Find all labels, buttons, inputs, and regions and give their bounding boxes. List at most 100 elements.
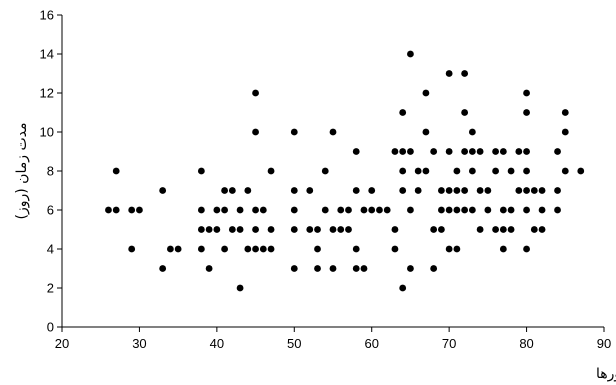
data-point [345,206,352,214]
data-point [205,226,213,233]
data-point [167,245,174,253]
data-point [407,206,414,214]
data-point [422,167,430,175]
data-point [337,226,345,233]
data-point [368,187,376,194]
data-point [492,226,499,233]
data-point [530,226,538,233]
data-point [453,187,461,194]
data-point [430,265,438,272]
data-point [383,206,391,214]
data-point [197,245,205,253]
y-tick-label: 2 [47,281,54,296]
data-point [360,265,368,272]
data-point [453,245,461,253]
data-point [523,167,530,175]
data-point [499,206,507,214]
data-point [290,187,298,194]
data-point [407,148,414,155]
data-point [221,206,229,214]
data-point [391,226,399,233]
data-point [577,167,585,175]
data-point [376,206,383,214]
data-point [538,187,546,194]
data-point [391,148,399,155]
x-tick-label: 30 [132,336,146,351]
y-tick-label: 16 [40,8,54,23]
data-point [221,187,229,194]
data-point [523,89,530,97]
data-point [461,70,469,77]
y-tick-label: 6 [47,203,54,218]
data-point [461,109,469,116]
data-point [476,226,484,233]
y-axis-ticks: 0 2 4 6 8 10 12 14 16 [40,8,62,335]
x-tick-label: 90 [597,336,611,351]
data-point [484,187,492,194]
data-point [453,167,461,175]
data-point [306,226,314,233]
data-point [468,148,476,155]
data-point [290,226,298,233]
x-axis-ticks: 20 30 40 50 60 70 80 90 [55,327,611,351]
data-point [259,206,267,214]
data-point [407,50,414,58]
data-point [468,206,476,214]
x-tick-label: 20 [55,336,69,351]
data-point [345,226,352,233]
data-points [105,50,585,292]
data-point [499,226,507,233]
y-tick-label: 14 [40,47,54,62]
data-point [468,128,476,136]
data-point [197,167,205,175]
data-point [221,245,229,253]
data-point [244,245,252,253]
data-point [499,148,507,155]
data-point [468,167,476,175]
data-point [252,206,259,214]
data-point [430,148,438,155]
data-point [112,206,120,214]
y-axis-title: مدت زمان (روز) [14,123,30,220]
data-point [290,265,298,272]
data-point [523,109,530,116]
data-point [267,245,275,253]
data-point [329,226,337,233]
data-point [290,206,298,214]
data-point [453,206,461,214]
data-point [507,226,515,233]
data-point [205,265,213,272]
data-point [422,89,430,97]
data-point [352,245,360,253]
data-point [438,226,445,233]
data-point [213,226,221,233]
data-point [492,167,499,175]
data-point [538,206,546,214]
data-point [523,187,530,194]
data-point [476,148,484,155]
x-tick-label: 70 [442,336,456,351]
data-point [445,245,453,253]
data-point [476,187,484,194]
data-point [267,226,275,233]
data-point [414,187,422,194]
data-point [561,109,569,116]
data-point [445,148,453,155]
data-point [228,187,236,194]
data-point [352,187,360,194]
data-point [159,187,167,194]
data-point [438,187,445,194]
data-point [136,206,143,214]
data-point [259,245,267,253]
data-point [252,128,259,136]
data-point [105,206,112,214]
y-tick-label: 8 [47,164,54,179]
data-point [399,109,407,116]
data-point [523,148,530,155]
y-tick-label: 0 [47,320,54,335]
data-point [561,167,569,175]
data-point [159,265,167,272]
data-point [128,206,136,214]
data-point [554,187,561,194]
